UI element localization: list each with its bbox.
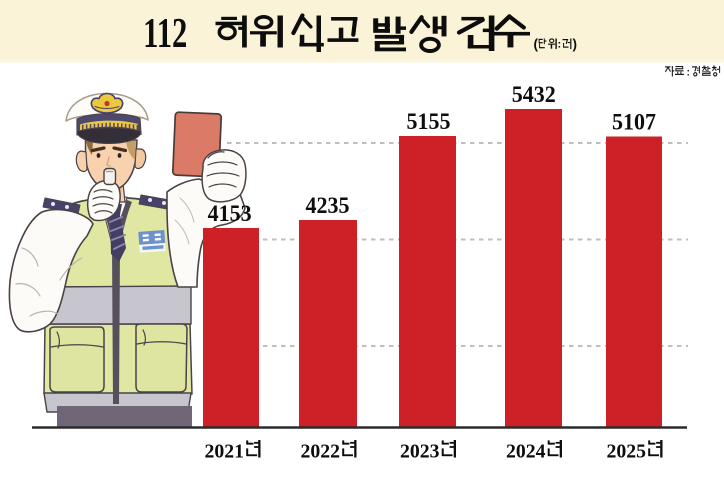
svg-text:5107: 5107: [612, 110, 656, 135]
svg-text:): ): [573, 37, 578, 52]
svg-text::: :: [687, 67, 691, 79]
svg-text::: :: [558, 39, 562, 51]
svg-text:4153: 4153: [208, 201, 252, 226]
svg-text:5432: 5432: [512, 82, 556, 107]
svg-text:2024: 2024: [506, 441, 546, 463]
svg-text:2022: 2022: [301, 441, 341, 463]
svg-text:2025: 2025: [607, 441, 647, 463]
svg-text:112: 112: [143, 9, 187, 56]
svg-text:5155: 5155: [407, 109, 451, 134]
svg-text:4235: 4235: [306, 193, 350, 218]
svg-text:2021: 2021: [205, 441, 245, 463]
svg-text:2023: 2023: [400, 441, 440, 463]
svg-text:(: (: [534, 37, 539, 52]
